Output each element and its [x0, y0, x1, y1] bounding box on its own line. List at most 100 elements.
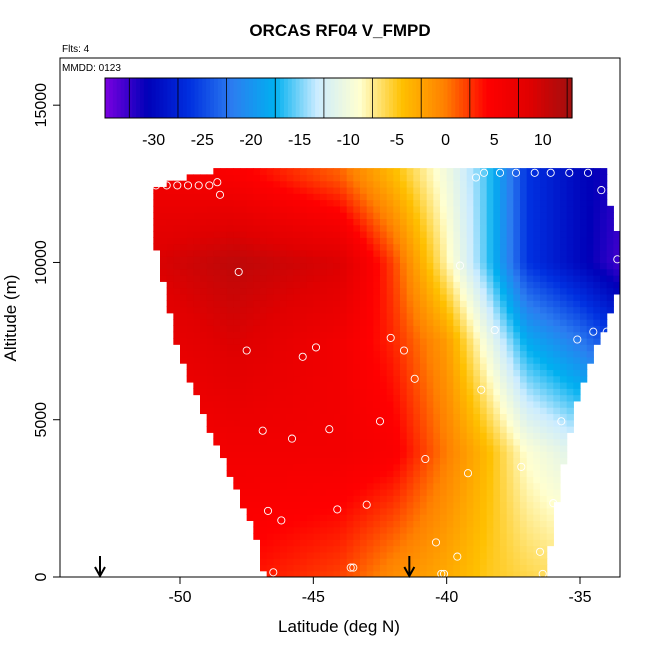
- heatmap-cell: [386, 470, 394, 477]
- y-tick-label: 0: [33, 572, 50, 581]
- heatmap-cell: [493, 268, 501, 276]
- heatmap-cell: [186, 369, 194, 377]
- heatmap-cell: [266, 319, 274, 326]
- heatmap-cell: [400, 444, 408, 452]
- heatmap-cell: [246, 451, 254, 459]
- heatmap-cell: [193, 344, 201, 352]
- heatmap-cell: [320, 268, 328, 276]
- heatmap-cell: [280, 482, 288, 490]
- heatmap-cell: [580, 186, 588, 194]
- heatmap-cell: [613, 287, 620, 295]
- heatmap-cell: [506, 381, 514, 389]
- heatmap-cell: [306, 400, 314, 408]
- heatmap-cell: [420, 205, 428, 213]
- heatmap-cell: [260, 312, 268, 320]
- heatmap-cell: [320, 293, 328, 301]
- heatmap-cell: [480, 488, 488, 496]
- heatmap-cell: [353, 514, 361, 521]
- heatmap-cell: [520, 243, 528, 251]
- sample-point: [258, 426, 267, 435]
- heatmap-cell: [233, 457, 241, 465]
- heatmap-cell: [313, 281, 321, 289]
- heatmap-cell: [280, 218, 288, 226]
- heatmap-cell: [500, 325, 508, 333]
- heatmap-cell: [166, 293, 174, 301]
- heatmap-cell: [200, 180, 208, 188]
- heatmap-cell: [426, 363, 434, 370]
- heatmap-cell: [493, 539, 501, 547]
- heatmap-cell: [580, 168, 588, 175]
- heatmap-cell: [313, 262, 321, 270]
- heatmap-cell: [280, 394, 288, 402]
- heatmap-cell: [493, 243, 501, 251]
- heatmap-cell: [293, 281, 301, 289]
- heatmap-cell: [193, 293, 201, 301]
- heatmap-cell: [466, 526, 474, 534]
- heatmap-cell: [386, 545, 394, 553]
- heatmap-cell: [226, 369, 234, 377]
- sample-point: [471, 173, 481, 182]
- heatmap-cell: [526, 407, 534, 415]
- colorbar-segment: [568, 78, 573, 118]
- heatmap-cell: [280, 400, 288, 408]
- heatmap-cell: [446, 199, 454, 207]
- heatmap-cell: [533, 363, 541, 370]
- heatmap-cell: [520, 256, 528, 264]
- heatmap-cell: [440, 501, 448, 509]
- heatmap-cell: [573, 281, 581, 289]
- heatmap-cell: [306, 564, 314, 572]
- heatmap-cell: [600, 325, 608, 333]
- heatmap-cell: [493, 501, 501, 509]
- heatmap-cell: [486, 388, 494, 396]
- heatmap-cell: [273, 337, 281, 345]
- heatmap-cell: [220, 337, 228, 345]
- heatmap-cell: [286, 186, 294, 194]
- heatmap-cell: [486, 337, 494, 345]
- heatmap-cell: [320, 545, 328, 553]
- heatmap-cell: [466, 501, 474, 509]
- heatmap-cell: [326, 514, 334, 521]
- heatmap-cell: [400, 514, 408, 521]
- heatmap-cell: [366, 564, 374, 572]
- heatmap-cell: [406, 363, 414, 370]
- heatmap-cell: [406, 281, 414, 289]
- heatmap-cell: [313, 470, 321, 477]
- heatmap-cell: [340, 237, 348, 245]
- heatmap-cell: [346, 476, 354, 484]
- heatmap-cell: [526, 444, 534, 452]
- heatmap-cell: [206, 174, 214, 182]
- heatmap-cell: [173, 199, 181, 207]
- heatmap-cell: [340, 256, 348, 264]
- heatmap-cell: [400, 507, 408, 515]
- heatmap-cell: [253, 451, 261, 459]
- heatmap-cell: [373, 293, 381, 301]
- heatmap-cell: [226, 350, 234, 358]
- heatmap-cell: [493, 300, 501, 308]
- heatmap-cell: [360, 312, 368, 320]
- heatmap-cell: [393, 312, 401, 320]
- heatmap-cell: [240, 331, 248, 339]
- heatmap-cell: [460, 507, 468, 515]
- colorbar-segment: [120, 78, 126, 118]
- heatmap-cell: [500, 363, 508, 370]
- heatmap-cell: [340, 275, 348, 282]
- heatmap-cell: [340, 514, 348, 521]
- heatmap-cell: [306, 249, 314, 257]
- heatmap-cell: [260, 451, 268, 459]
- heatmap-cell: [506, 243, 514, 251]
- heatmap-cell: [446, 344, 454, 352]
- heatmap-cell: [526, 482, 534, 490]
- heatmap-cell: [213, 388, 221, 396]
- heatmap-cell: [433, 457, 441, 465]
- heatmap-cell: [606, 300, 614, 308]
- heatmap-cell: [580, 218, 588, 226]
- heatmap-cell: [293, 180, 301, 188]
- heatmap-cell: [560, 319, 568, 326]
- heatmap-cell: [446, 526, 454, 534]
- heatmap-cell: [600, 224, 608, 232]
- heatmap-cell: [526, 539, 534, 547]
- heatmap-cell: [213, 419, 221, 427]
- heatmap-cell: [180, 356, 188, 364]
- heatmap-cell: [333, 476, 341, 484]
- heatmap-cell: [266, 444, 274, 452]
